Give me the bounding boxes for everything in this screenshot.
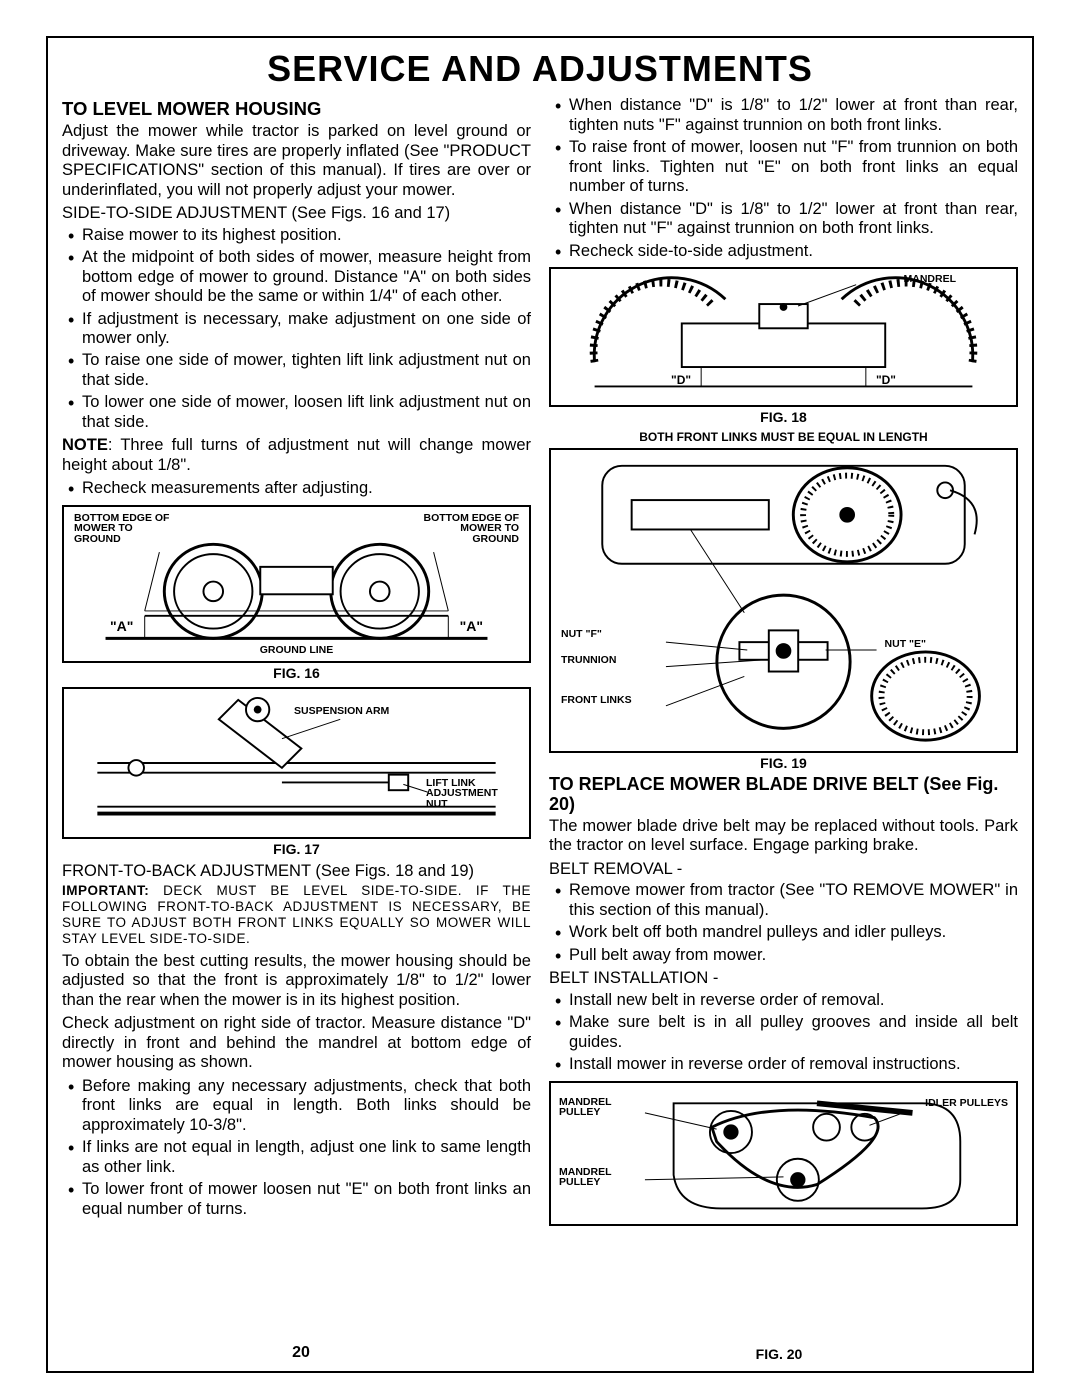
list-item: At the midpoint of both sides of mower, … — [62, 248, 531, 306]
figure-18: MANDREL "D" "D" — [549, 267, 1018, 407]
left-column: TO LEVEL MOWER HOUSING Adjust the mower … — [62, 96, 531, 1344]
list-item: To lower one side of mower, loosen lift … — [62, 393, 531, 432]
fig18-d-right: "D" — [876, 373, 896, 387]
install-list: Install new belt in reverse order of rem… — [549, 991, 1018, 1075]
heading-level-mower: TO LEVEL MOWER HOUSING — [62, 98, 531, 120]
fig18-caption: FIG. 18 — [549, 409, 1018, 426]
fig18-svg — [557, 275, 1010, 399]
intro-text: Adjust the mower while tractor is parked… — [62, 122, 531, 200]
right-column: When distance "D" is 1/8" to 1/2" lower … — [549, 96, 1018, 1344]
belt-install-head: BELT INSTALLATION - — [549, 969, 1018, 988]
content-columns: TO LEVEL MOWER HOUSING Adjust the mower … — [62, 96, 1018, 1344]
list-item: Raise mower to its highest position. — [62, 226, 531, 245]
fig19-trunnion: TRUNNION — [561, 654, 616, 666]
fig20-caption: FIG. 20 — [540, 1346, 1018, 1363]
list-item: Work belt off both mandrel pulleys and i… — [549, 923, 1018, 942]
fig19-subtitle: BOTH FRONT LINKS MUST BE EQUAL IN LENGTH — [549, 430, 1018, 444]
fig20-mandrel2: MANDREL PULLEY — [559, 1167, 619, 1188]
page-number: 20 — [62, 1344, 540, 1363]
list-item: Install new belt in reverse order of rem… — [549, 991, 1018, 1010]
list-item: To raise one side of mower, tighten lift… — [62, 351, 531, 390]
list-item: To lower front of mower loosen nut "E" o… — [62, 1180, 531, 1219]
recheck-list: Recheck measurements after adjusting. — [62, 479, 531, 498]
right-top-list: When distance "D" is 1/8" to 1/2" lower … — [549, 96, 1018, 261]
fig18-mandrel: MANDREL — [904, 273, 957, 285]
list-item: If links are not equal in length, adjust… — [62, 1138, 531, 1177]
front-adj-heading: FRONT-TO-BACK ADJUSTMENT (See Figs. 18 a… — [62, 862, 531, 881]
list-item: Remove mower from tractor (See "TO REMOV… — [549, 881, 1018, 920]
check-text: Check adjustment on right side of tracto… — [62, 1014, 531, 1072]
list-item: If adjustment is necessary, make adjustm… — [62, 310, 531, 349]
side-adj-list: Raise mower to its highest position. At … — [62, 226, 531, 433]
fig17-caption: FIG. 17 — [62, 841, 531, 858]
list-item: Install mower in reverse order of remova… — [549, 1055, 1018, 1074]
list-item: Make sure belt is in all pulley grooves … — [549, 1013, 1018, 1052]
figure-20: MANDREL PULLEY MANDREL PULLEY IDLER PULL… — [549, 1081, 1018, 1226]
fig19-frontlinks: FRONT LINKS — [561, 694, 632, 706]
fig19-caption: FIG. 19 — [549, 755, 1018, 772]
fig19-nutf: NUT "F" — [561, 628, 602, 640]
list-item: To raise front of mower, loosen nut "F" … — [549, 138, 1018, 196]
fig16-a-left: "A" — [110, 618, 133, 635]
important-block: IMPORTANT: DECK MUST BE LEVEL SIDE-TO-SI… — [62, 883, 531, 947]
fig19-nute: NUT "E" — [885, 638, 926, 650]
list-item: When distance "D" is 1/8" to 1/2" lower … — [549, 96, 1018, 135]
figure-16: BOTTOM EDGE OF MOWER TO GROUND BOTTOM ED… — [62, 505, 531, 663]
fig20-idler: IDLER PULLEYS — [925, 1097, 1008, 1109]
page-title: SERVICE AND ADJUSTMENTS — [62, 48, 1018, 90]
fig16-label-left: BOTTOM EDGE OF MOWER TO GROUND — [74, 513, 174, 545]
fig16-ground: GROUND LINE — [64, 644, 529, 656]
fig16-caption: FIG. 16 — [62, 665, 531, 682]
list-item: Recheck measurements after adjusting. — [62, 479, 531, 498]
fig20-mandrel1: MANDREL PULLEY — [559, 1097, 619, 1118]
fig17-suspension: SUSPENSION ARM — [294, 705, 389, 717]
fig17-liftlink: LIFT LINK ADJUSTMENT NUT — [426, 778, 521, 810]
list-item: Recheck side-to-side adjustment. — [549, 242, 1018, 261]
heading-replace-belt: TO REPLACE MOWER BLADE DRIVE BELT (See F… — [549, 775, 1018, 815]
page-frame: SERVICE AND ADJUSTMENTS TO LEVEL MOWER H… — [46, 36, 1034, 1373]
replace-intro: The mower blade drive belt may be replac… — [549, 817, 1018, 856]
figure-17: SUSPENSION ARM LIFT LINK ADJUSTMENT NUT — [62, 687, 531, 839]
figure-19: NUT "F" TRUNNION FRONT LINKS NUT "E" — [549, 448, 1018, 753]
note-text: NOTE: Three full turns of adjustment nut… — [62, 436, 531, 475]
fig18-d-left: "D" — [671, 373, 691, 387]
list-item: Pull belt away from mower. — [549, 946, 1018, 965]
belt-removal-head: BELT REMOVAL - — [549, 860, 1018, 879]
front-adj-list: Before making any necessary adjustments,… — [62, 1077, 531, 1219]
removal-list: Remove mower from tractor (See "TO REMOV… — [549, 881, 1018, 965]
fig16-a-right: "A" — [460, 618, 483, 635]
fig16-label-right: BOTTOM EDGE OF MOWER TO GROUND — [419, 513, 519, 545]
side-adj-heading: SIDE-TO-SIDE ADJUSTMENT (See Figs. 16 an… — [62, 204, 531, 223]
list-item: When distance "D" is 1/8" to 1/2" lower … — [549, 200, 1018, 239]
obtain-text: To obtain the best cutting results, the … — [62, 952, 531, 1010]
list-item: Before making any necessary adjustments,… — [62, 1077, 531, 1135]
footer: 20 FIG. 20 — [62, 1344, 1018, 1363]
